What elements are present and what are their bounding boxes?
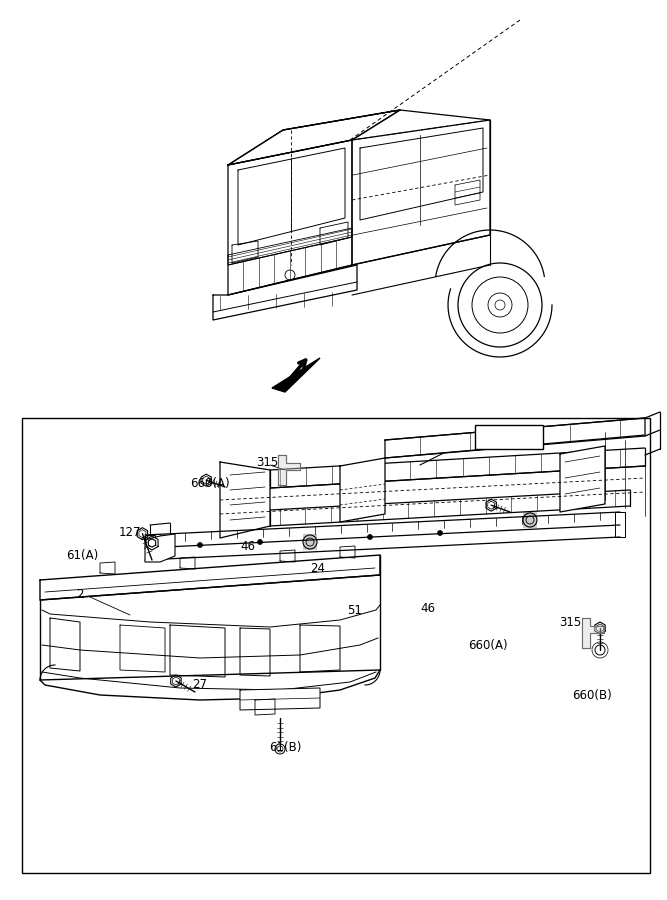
Polygon shape [272, 358, 320, 392]
Text: 5-01: 5-01 [495, 430, 523, 444]
Polygon shape [40, 555, 380, 600]
Polygon shape [560, 446, 605, 512]
Text: 46: 46 [420, 601, 436, 615]
Text: 127: 127 [119, 526, 141, 539]
Polygon shape [240, 688, 320, 710]
Text: 24: 24 [311, 562, 325, 574]
Polygon shape [340, 458, 385, 522]
Text: 315: 315 [559, 616, 581, 628]
Text: 660(B): 660(B) [572, 688, 612, 701]
Polygon shape [385, 418, 645, 458]
Circle shape [368, 535, 372, 539]
Text: 61(B): 61(B) [269, 742, 301, 754]
Polygon shape [278, 455, 300, 485]
Text: 27: 27 [193, 679, 207, 691]
Circle shape [438, 530, 442, 536]
Text: 61(A): 61(A) [66, 550, 98, 562]
FancyBboxPatch shape [475, 425, 543, 449]
Circle shape [523, 513, 537, 527]
Circle shape [197, 543, 203, 547]
Polygon shape [145, 534, 175, 562]
Text: 2: 2 [76, 589, 84, 601]
Circle shape [303, 535, 317, 549]
Text: 660(A): 660(A) [190, 476, 230, 490]
Circle shape [257, 539, 263, 544]
Text: 51: 51 [348, 604, 362, 617]
Text: 46: 46 [241, 541, 255, 554]
Polygon shape [582, 618, 604, 648]
Polygon shape [220, 462, 270, 538]
Text: 660(A): 660(A) [468, 638, 508, 652]
Text: 315: 315 [256, 455, 278, 469]
